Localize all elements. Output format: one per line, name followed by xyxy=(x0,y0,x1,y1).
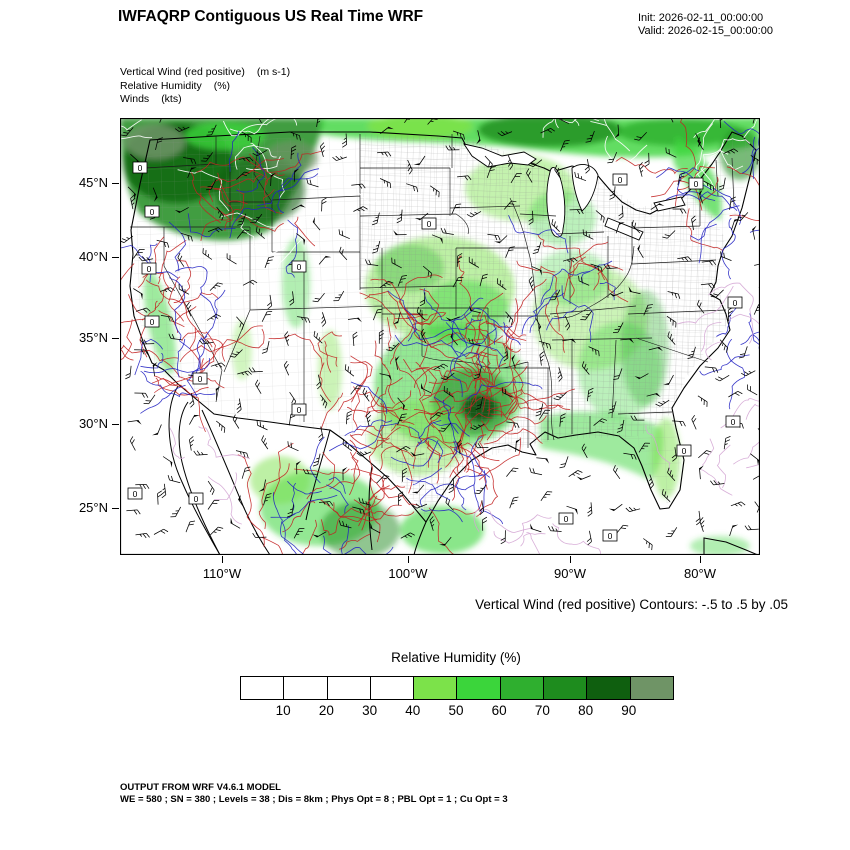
svg-text:0: 0 xyxy=(147,264,152,274)
colorbar-cell xyxy=(630,677,673,699)
valid-time: Valid: 2026-02-15_00:00:00 xyxy=(638,25,773,37)
svg-text:0: 0 xyxy=(733,298,738,308)
y-axis-label-25n: 25°N xyxy=(78,500,108,515)
colorbar-cell xyxy=(544,677,588,699)
state-borders xyxy=(130,134,735,448)
legend-layer-units: (%) xyxy=(213,79,231,92)
svg-text:0: 0 xyxy=(198,374,203,384)
svg-text:0: 0 xyxy=(150,207,155,217)
vertical-wind-contours-positive xyxy=(70,114,811,588)
y-axis-label-40n: 40°N xyxy=(78,249,108,264)
init-time: Init: 2026-02-11_00:00:00 xyxy=(638,12,764,24)
y-axis-tick xyxy=(112,508,119,509)
colorbar-cells xyxy=(240,676,674,700)
colorbar-tick-label: 60 xyxy=(491,703,507,718)
legend-layer-units: (m s-1) xyxy=(256,66,291,78)
svg-text:0: 0 xyxy=(297,405,302,415)
conus-map: 0 0 0 0 0 0 0 0 0 0 0 0 0 0 0 0 0 xyxy=(70,72,811,604)
x-axis-tick xyxy=(570,556,571,563)
colorbar-cell xyxy=(327,677,371,699)
y-axis-tick xyxy=(112,424,119,425)
colorbar-tick-label: 30 xyxy=(362,703,378,718)
svg-text:0: 0 xyxy=(618,175,623,185)
svg-text:0: 0 xyxy=(682,446,687,456)
colorbar-tick-label: 80 xyxy=(578,703,594,718)
model-footer: OUTPUT FROM WRF V4.6.1 MODEL WE = 580 ; … xyxy=(120,782,508,805)
map-frame xyxy=(119,117,761,556)
svg-text:0: 0 xyxy=(194,494,199,504)
colorbar-tick-labels: 10 20 30 40 50 60 70 80 90 xyxy=(240,703,672,721)
x-axis-label-80w: 80°W xyxy=(684,566,716,581)
colorbar-tick-label: 70 xyxy=(534,703,550,718)
legend-row-vertical-wind: Vertical Wind (red positive) (m s-1) xyxy=(120,66,290,80)
x-axis-label-90w: 90°W xyxy=(554,566,586,581)
y-axis-label-30n: 30°N xyxy=(78,416,108,431)
x-axis-tick xyxy=(222,556,223,563)
run-times: Init: 2026-02-11_00:00:00 Valid: 2026-02… xyxy=(638,12,773,38)
plot-title: IWFAQRP Contiguous US Real Time WRF xyxy=(118,8,424,25)
legend-layer-units: (kts) xyxy=(161,93,182,105)
colorbar-tick-label: 50 xyxy=(448,703,464,718)
svg-text:0: 0 xyxy=(138,163,143,173)
map-area: 0 0 0 0 0 0 0 0 0 0 0 0 0 0 0 0 0 xyxy=(70,72,811,604)
footer-config-line: WE = 580 ; SN = 380 ; Levels = 38 ; Dis … xyxy=(120,793,508,805)
colorbar-cell xyxy=(414,677,458,699)
svg-text:0: 0 xyxy=(608,531,613,541)
colorbar-title: Relative Humidity (%) xyxy=(391,650,521,665)
x-axis-tick xyxy=(408,556,409,563)
legend-row-relative-humidity: Relative Humidity (%) xyxy=(120,80,290,94)
svg-text:0: 0 xyxy=(694,179,699,189)
legend-layer-name: Relative Humidity xyxy=(120,79,202,92)
y-axis-label-45n: 45°N xyxy=(78,175,108,190)
colorbar-cell xyxy=(284,677,328,699)
legend-layer-name: Winds xyxy=(120,93,150,105)
colorbar-cell xyxy=(241,677,285,699)
colorbar-tick-label: 20 xyxy=(318,703,334,718)
x-axis-label-100w: 100°W xyxy=(388,566,428,581)
colorbar-tick-label: 10 xyxy=(275,703,291,718)
zero-contour-labels: 0 0 0 0 0 0 0 0 0 0 0 0 0 0 0 0 0 xyxy=(127,161,743,542)
y-axis-tick xyxy=(112,257,119,258)
y-axis-tick xyxy=(112,338,119,339)
colorbar-cell xyxy=(500,677,545,699)
great-lakes xyxy=(463,143,686,241)
y-axis-tick xyxy=(112,183,119,184)
svg-text:0: 0 xyxy=(150,317,155,327)
colorbar-cell xyxy=(370,677,415,699)
contour-caption: Vertical Wind (red positive) Contours: -… xyxy=(475,597,788,612)
colorbar-tick-label: 40 xyxy=(405,703,421,718)
x-axis-label-110w: 110°W xyxy=(202,566,242,581)
x-axis-tick xyxy=(700,556,701,563)
colorbar-cell xyxy=(587,677,631,699)
svg-text:0: 0 xyxy=(564,514,569,524)
footer-model-line: OUTPUT FROM WRF V4.6.1 MODEL xyxy=(120,782,281,793)
svg-text:0: 0 xyxy=(731,417,736,427)
colorbar-tick-label: 90 xyxy=(621,703,637,718)
layer-legend: Vertical Wind (red positive) (m s-1) Rela… xyxy=(120,66,290,107)
legend-row-winds: Winds (kts) xyxy=(120,93,290,107)
y-axis-label-35n: 35°N xyxy=(78,330,108,345)
colorbar-cell xyxy=(457,677,501,699)
svg-text:0: 0 xyxy=(133,489,138,499)
svg-text:0: 0 xyxy=(427,219,432,229)
svg-text:0: 0 xyxy=(297,262,302,272)
legend-layer-name: Vertical Wind (red positive) xyxy=(120,66,245,78)
